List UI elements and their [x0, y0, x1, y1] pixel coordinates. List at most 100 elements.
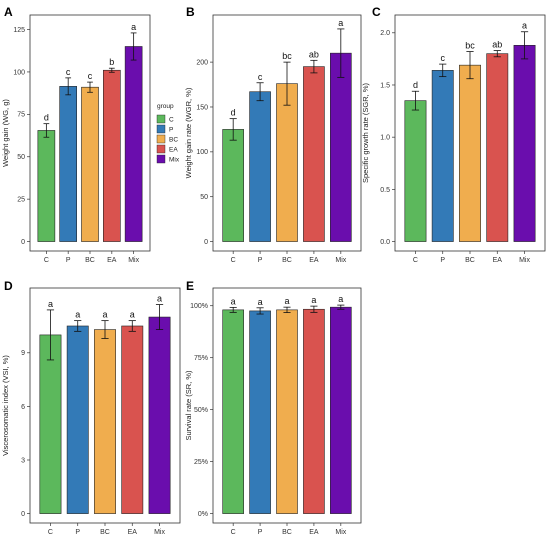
bar-Mix	[330, 306, 352, 514]
y-tick-label: 0	[21, 511, 25, 518]
x-tick-label: Mix	[335, 529, 346, 536]
y-tick-label: 100	[196, 149, 208, 156]
x-tick-label: EA	[309, 257, 319, 264]
x-tick-label: EA	[309, 529, 319, 536]
x-tick-label: BC	[100, 529, 110, 536]
y-axis-title: Viscerosomatic index (VSI, %)	[1, 355, 10, 456]
significance-letter: b	[109, 57, 114, 67]
legend-label-EA: EA	[169, 147, 178, 154]
bar-Mix	[124, 46, 143, 242]
bar-Mix	[513, 45, 536, 242]
legend-swatch-BC	[156, 134, 166, 144]
x-tick-label: C	[413, 257, 418, 264]
x-tick-label: EA	[107, 257, 117, 264]
significance-letter: a	[130, 310, 135, 320]
y-tick-label: 1.0	[380, 135, 390, 142]
significance-letter: c	[66, 67, 71, 77]
panel-tag: C	[372, 5, 381, 19]
bar-BC	[94, 329, 116, 514]
y-axis-title: Survival rate (SR, %)	[184, 370, 193, 441]
significance-letter: ab	[309, 49, 319, 59]
significance-letter: a	[522, 21, 527, 31]
significance-letter: a	[131, 22, 136, 32]
bar-P	[249, 91, 271, 242]
y-tick-label: 2.0	[380, 30, 390, 37]
bar-BC	[81, 86, 99, 242]
bar-BC	[276, 309, 298, 514]
significance-letter: d	[413, 80, 418, 90]
x-tick-label: C	[44, 257, 49, 264]
significance-letter: a	[311, 295, 316, 305]
x-tick-label: BC	[465, 257, 475, 264]
y-tick-label: 6	[21, 404, 25, 411]
significance-letter: a	[231, 296, 236, 306]
bar-P	[66, 325, 89, 514]
panel-tag: E	[186, 279, 194, 293]
y-tick-label: 25	[17, 197, 25, 204]
y-tick-label: 200	[196, 60, 208, 67]
y-tick-label: 25%	[194, 459, 208, 466]
y-axis-title: Weight gain rate (WGR, %)	[184, 87, 193, 178]
y-tick-label: 3	[21, 457, 25, 464]
bar-EA	[303, 308, 325, 514]
y-tick-label: 9	[21, 350, 25, 357]
significance-letter: c	[258, 72, 263, 82]
legend-label-C: C	[169, 117, 174, 124]
legend-swatch-EA	[156, 144, 166, 154]
y-tick-label: 50	[17, 154, 25, 161]
y-tick-label: 75%	[194, 355, 208, 362]
panel-tag: A	[4, 5, 13, 19]
y-axis-title: Specific growth rate (SGR, %)	[361, 82, 370, 183]
panel-tag: B	[186, 5, 195, 19]
y-tick-label: 0%	[198, 511, 208, 518]
bar-BC	[459, 64, 481, 242]
bar-C	[222, 309, 244, 514]
bar-P	[59, 86, 77, 242]
y-tick-label: 0.0	[380, 239, 390, 246]
x-tick-label: BC	[282, 529, 292, 536]
chart-panel-B: B 0 50 100 150 200 Weight gain rate (WGR, %) d C…	[184, 5, 362, 264]
x-tick-label: P	[440, 257, 445, 264]
y-tick-label: 50	[200, 194, 208, 201]
bar-P	[249, 310, 271, 514]
significance-letter: bc	[465, 41, 475, 51]
x-tick-label: C	[231, 529, 236, 536]
legend-label-P: P	[169, 127, 173, 134]
y-tick-label: 125	[13, 27, 25, 34]
significance-letter: ab	[492, 40, 502, 50]
significance-letter: a	[338, 294, 343, 304]
x-tick-label: Mix	[154, 529, 165, 536]
x-tick-label: P	[66, 257, 71, 264]
bar-EA	[486, 53, 509, 242]
x-tick-label: EA	[493, 257, 503, 264]
y-tick-label: 0	[21, 239, 25, 246]
legend-swatch-Mix	[156, 154, 166, 164]
y-tick-label: 1.5	[380, 82, 390, 89]
x-tick-label: BC	[282, 257, 292, 264]
y-tick-label: 100%	[190, 303, 208, 310]
x-tick-label: C	[48, 529, 53, 536]
significance-letter: bc	[282, 51, 292, 61]
y-axis-title: Weight gain (WG, g)	[1, 99, 10, 167]
x-tick-label: EA	[128, 529, 138, 536]
x-tick-label: BC	[85, 257, 95, 264]
significance-letter: a	[338, 18, 343, 28]
legend-title: group	[157, 103, 174, 110]
significance-letter: a	[48, 299, 53, 309]
legend-label-BC: BC	[169, 137, 178, 144]
x-tick-label: Mix	[128, 257, 139, 264]
legend-label-Mix: Mix	[169, 157, 180, 164]
y-tick-label: 50%	[194, 407, 208, 414]
bar-C	[404, 100, 427, 242]
bar-BC	[276, 83, 298, 242]
significance-letter: d	[231, 108, 236, 118]
x-tick-label: Mix	[335, 257, 346, 264]
x-tick-label: P	[258, 257, 263, 264]
bar-Mix	[148, 316, 171, 514]
significance-letter: a	[284, 296, 289, 306]
significance-letter: a	[75, 310, 80, 320]
bar-Mix	[330, 52, 352, 242]
significance-letter: a	[102, 310, 107, 320]
legend-swatch-P	[156, 124, 166, 134]
